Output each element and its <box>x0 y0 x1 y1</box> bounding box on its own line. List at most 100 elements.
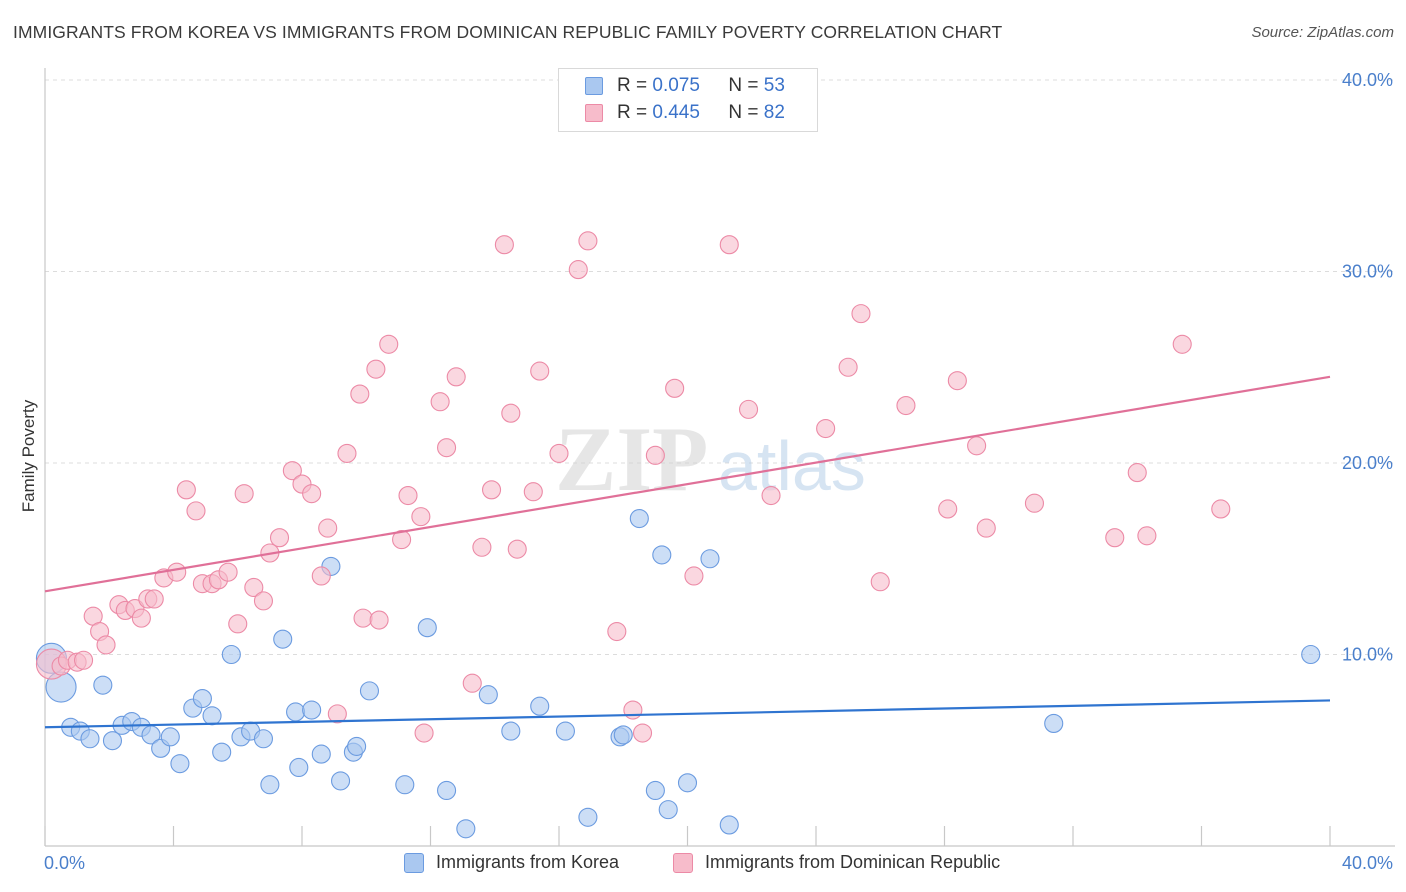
korea-point <box>417 618 437 638</box>
dominican-point <box>144 589 164 609</box>
dominican-point <box>430 392 450 412</box>
watermark-zip: ZIP <box>555 408 708 510</box>
korea-point <box>1044 713 1064 733</box>
dominican-point <box>186 501 206 521</box>
dominican-point <box>568 260 588 280</box>
korea-point <box>478 685 498 705</box>
korea-point <box>456 819 476 839</box>
dominican-point <box>327 704 347 724</box>
chart-title: IMMIGRANTS FROM KOREA VS IMMIGRANTS FROM… <box>13 22 1003 42</box>
dominican-point <box>392 530 412 550</box>
dominican-point <box>74 650 94 670</box>
x-tick-label: 40.0% <box>1342 853 1393 873</box>
korea-point <box>359 681 380 701</box>
axes <box>44 68 1395 847</box>
grid-lines <box>45 79 1395 655</box>
dominican-point <box>244 577 264 598</box>
dominican-point <box>761 486 781 506</box>
dominican-point <box>228 614 248 634</box>
korea-point <box>645 780 665 801</box>
y-tick-label: 30.0% <box>1342 262 1393 282</box>
korea-point <box>253 729 274 749</box>
dominican-point <box>549 443 569 463</box>
korea-point <box>437 780 457 801</box>
korea-point <box>555 721 575 741</box>
dominican-point <box>253 591 274 611</box>
dominican-point <box>665 378 685 398</box>
dominican-point <box>446 367 466 387</box>
dominican-point <box>523 482 543 502</box>
dominican-point <box>337 443 357 463</box>
dominican-point <box>967 436 987 456</box>
korea-point <box>311 744 331 764</box>
korea-point <box>613 725 633 745</box>
korea-point <box>202 706 222 726</box>
legend-label-korea: Immigrants from Korea <box>436 852 620 872</box>
dominican-point <box>738 399 759 419</box>
dominican-point <box>1024 493 1044 513</box>
axis-labels: 10.0% 20.0% 30.0% 40.0% 0.0% 40.0% Family Pove… <box>19 70 1393 873</box>
dominican-point <box>947 371 967 391</box>
korea-point <box>658 800 678 820</box>
legend-label-dominican: Immigrants from Dominican Republic <box>705 852 1001 872</box>
dominican-point <box>1137 526 1157 546</box>
legend-swatch-korea <box>585 77 603 95</box>
dominican-point <box>1211 499 1231 519</box>
y-tick-label: 40.0% <box>1342 70 1393 90</box>
dominican-point <box>645 445 665 465</box>
legend-row-dominican: R = 0.445 N = 82 <box>585 101 785 125</box>
dominican-point <box>218 562 238 582</box>
dominican-point <box>507 539 527 559</box>
dominican-point <box>176 480 196 500</box>
legend-n-label: N = <box>728 75 759 96</box>
korea-point <box>501 721 521 741</box>
dominican-point <box>379 334 399 354</box>
y-axis-label: Family Poverty <box>19 399 38 512</box>
korea-point <box>273 629 293 649</box>
legend-r-label: R = <box>617 102 648 123</box>
korea-point <box>330 771 351 791</box>
series-legend: Immigrants from Korea Immigrants from Do… <box>0 852 1406 878</box>
dominican-point <box>318 518 338 538</box>
dominican-point <box>167 562 187 582</box>
legend-swatch-dominican <box>673 852 693 873</box>
dominican-point <box>481 480 502 500</box>
dominican-point <box>816 418 836 439</box>
korea-point <box>652 545 672 565</box>
source-credit: Source: ZipAtlas.com <box>1251 24 1394 41</box>
korea-point <box>347 736 367 756</box>
dominican-point <box>976 518 996 538</box>
legend-n-dominican: 82 <box>763 102 785 123</box>
y-tick-label: 20.0% <box>1342 453 1393 473</box>
korea-point <box>102 731 123 751</box>
trend-lines <box>44 375 1331 729</box>
dominican-point <box>607 621 627 642</box>
legend-r-korea: 0.075 <box>652 75 700 96</box>
korea-point <box>700 549 720 569</box>
korea-point <box>80 729 100 749</box>
dominican-point <box>234 484 254 504</box>
legend-swatch-korea <box>404 852 424 873</box>
dominican-point <box>353 608 373 628</box>
korea-point <box>289 757 309 778</box>
dominican-point <box>398 486 418 506</box>
legend-r-dominican: 0.445 <box>652 102 700 123</box>
dominican-point <box>938 499 958 519</box>
dominican-point <box>530 361 550 381</box>
dominican-point <box>369 610 389 630</box>
korea-point <box>578 807 598 827</box>
dominican-point <box>719 235 739 255</box>
dominican-point <box>623 700 643 720</box>
dominican-point <box>501 403 521 423</box>
dominican-point <box>578 231 598 251</box>
dominican-point <box>311 566 331 586</box>
dominican-point <box>414 723 434 743</box>
korea-point <box>170 754 190 774</box>
korea-trend-line <box>44 699 1331 729</box>
legend-item-dominican: Immigrants from Dominican Republic <box>673 852 1000 873</box>
korea-point <box>212 742 232 762</box>
legend-n-label: N = <box>728 102 759 123</box>
korea-point <box>221 644 241 665</box>
dominican-point <box>851 304 871 324</box>
y-tick-label: 10.0% <box>1342 645 1393 665</box>
